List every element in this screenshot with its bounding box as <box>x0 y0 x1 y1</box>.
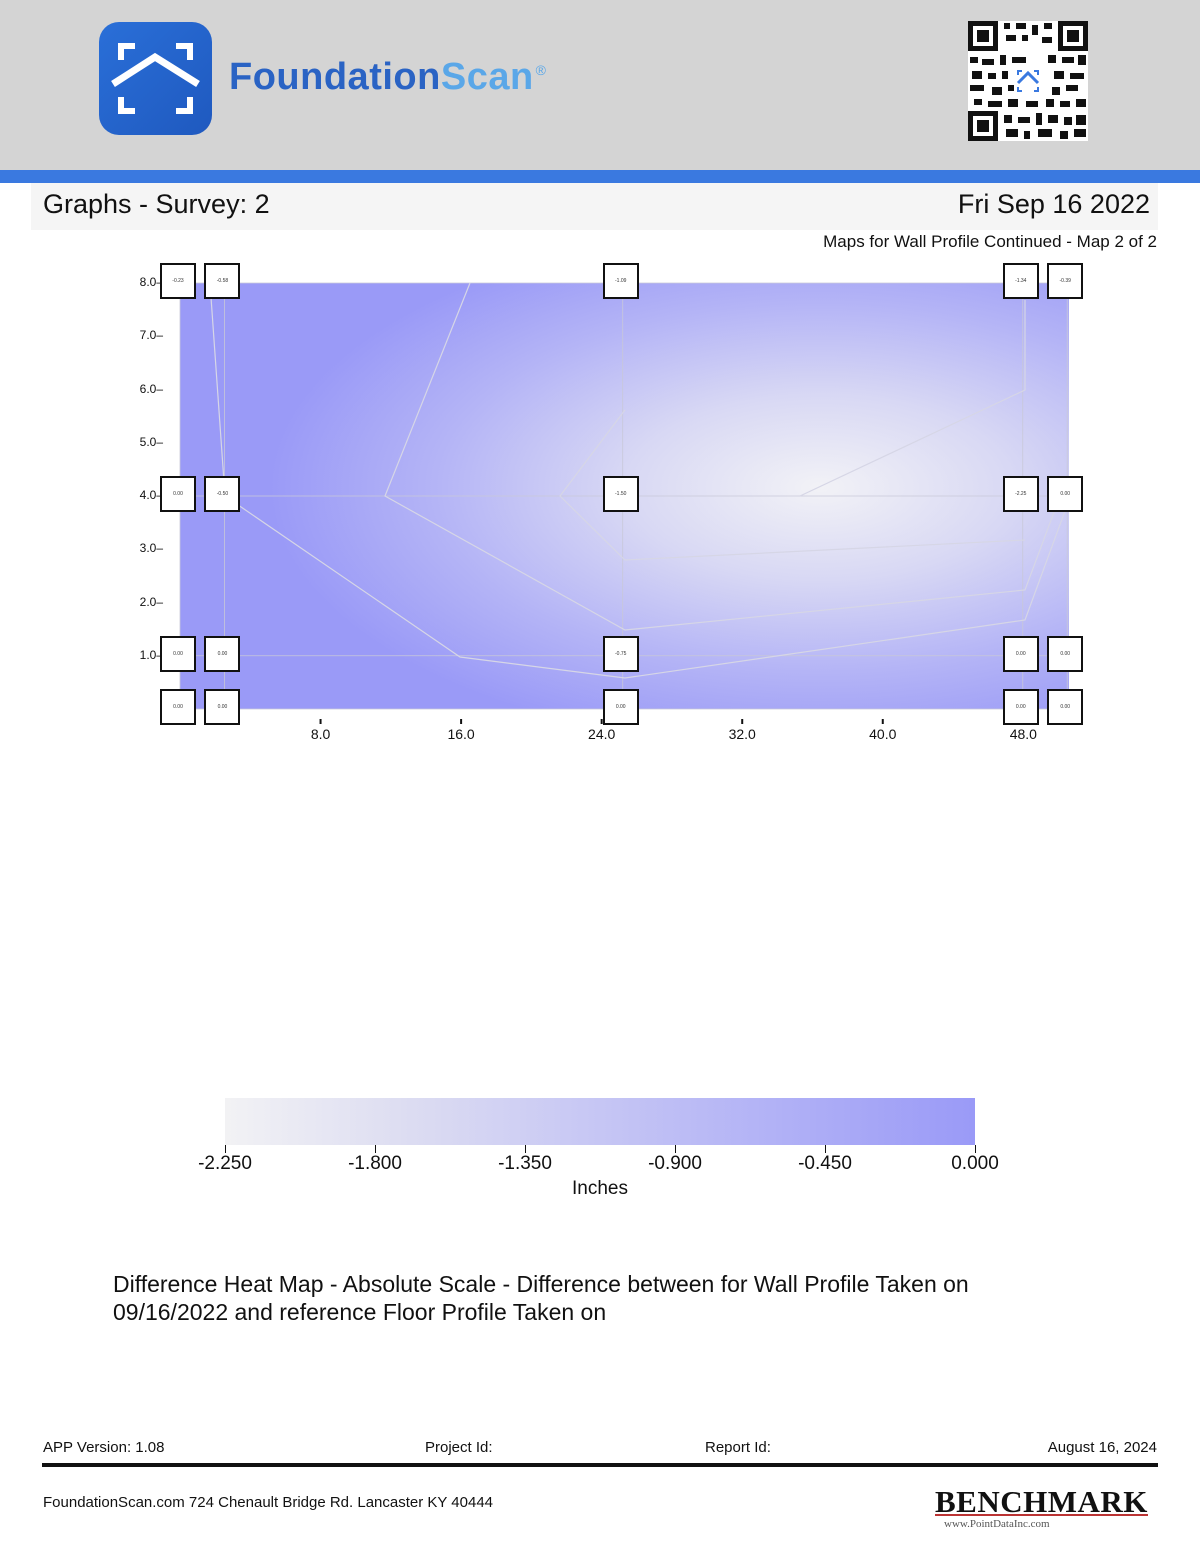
y-tick-label: 1.0– <box>139 647 163 662</box>
contour-line <box>799 300 1026 497</box>
colorbar-tick-mark <box>975 1145 976 1153</box>
company-address: FoundationScan.com 724 Chenault Bridge R… <box>43 1494 494 1511</box>
benchmark-url: www.PointDataInc.com <box>944 1518 1050 1530</box>
y-tick-label: 8.0– <box>139 275 163 289</box>
colorbar-tick-label: -0.450 <box>798 1153 852 1174</box>
x-tick-label: 40.0 <box>869 726 897 742</box>
measurement-label: -0.58 <box>204 263 241 299</box>
colorbar-tick-mark <box>675 1145 676 1153</box>
colorbar-tick-mark <box>525 1145 526 1153</box>
y-tick-label: 7.0– <box>139 328 163 343</box>
measurement-label: 0.00 <box>204 689 241 725</box>
qr-code-icon <box>968 21 1088 141</box>
header-accent-bar <box>0 170 1200 183</box>
colorbar-tick-mark <box>225 1145 226 1153</box>
measurement-label: -2.25 <box>1002 476 1039 512</box>
y-tick-label: 4.0– <box>139 488 163 502</box>
contour-line <box>559 409 1026 561</box>
measurement-label: -0.50 <box>204 476 241 512</box>
measurement-label: -1.34 <box>1002 263 1039 299</box>
brand-part-foundation: Foundation <box>229 56 441 98</box>
brand-part-scan: Scan <box>440 56 534 98</box>
y-tick-label: 6.0– <box>139 381 163 396</box>
x-tick-label: 24.0 <box>588 726 616 742</box>
page-title: Graphs - Survey: 2 <box>43 189 270 219</box>
measurement-label: -0.75 <box>602 635 639 672</box>
measurement-label: 0.00 <box>160 476 196 512</box>
measurement-label: 0.00 <box>1047 689 1084 725</box>
contour-line <box>209 282 1070 679</box>
measurement-label: -0.39 <box>1047 263 1084 299</box>
y-tick-label: 3.0– <box>139 541 163 556</box>
registered-mark: ® <box>535 62 547 79</box>
map-subtitle: Maps for Wall Profile Continued - Map 2 … <box>823 232 1157 251</box>
report-date: August 16, 2024 <box>1047 1439 1157 1456</box>
measurement-label: 0.00 <box>160 689 196 725</box>
colorbar-tick-label: -1.800 <box>348 1153 402 1174</box>
colorbar-tick-mark <box>375 1145 376 1153</box>
measurement-label: 0.00 <box>1002 689 1039 725</box>
colorbar-gradient <box>225 1098 975 1145</box>
contour-line <box>384 282 1061 631</box>
project-id-label: Project Id: <box>425 1439 493 1456</box>
measurement-label: 0.00 <box>1002 635 1039 672</box>
x-tick-label: 16.0 <box>447 726 475 742</box>
colorbar-title: Inches <box>572 1178 628 1199</box>
x-tick-label: 32.0 <box>728 726 756 742</box>
measurement-label: -0.23 <box>160 263 196 299</box>
x-tick-label: 48.0 <box>1009 726 1037 742</box>
y-tick-label: 5.0– <box>139 434 163 449</box>
chart-caption: Difference Heat Map - Absolute Scale - D… <box>113 1271 969 1325</box>
app-version: APP Version: 1.08 <box>43 1439 165 1456</box>
title-bar <box>31 183 1158 230</box>
measurement-label: -1.09 <box>602 263 639 299</box>
measurement-label: 0.00 <box>1047 476 1084 512</box>
colorbar-tick-label: -0.900 <box>648 1153 702 1174</box>
colorbar-tick-label: 0.000 <box>951 1153 999 1174</box>
survey-date: Fri Sep 16 2022 <box>957 189 1150 219</box>
footer-divider <box>42 1463 1158 1467</box>
report-id-label: Report Id: <box>705 1439 771 1456</box>
colorbar-tick-label: -2.250 <box>198 1153 252 1174</box>
brand-name: FoundationScan ® <box>229 56 547 99</box>
house-scan-icon <box>99 22 212 135</box>
x-tick-label: 8.0 <box>310 726 331 742</box>
measurement-label: 0.00 <box>204 635 241 672</box>
measurement-label: 0.00 <box>160 635 196 672</box>
benchmark-logo: BENCHMARK <box>935 1484 1148 1519</box>
measurement-label: -1.50 <box>602 476 639 512</box>
measurement-label: 0.00 <box>602 689 639 725</box>
measurement-label: 0.00 <box>1047 635 1084 672</box>
benchmark-underline <box>935 1514 1148 1516</box>
y-tick-label: 2.0– <box>139 594 163 609</box>
colorbar-tick-mark <box>825 1145 826 1153</box>
colorbar-tick-label: -1.350 <box>498 1153 552 1174</box>
